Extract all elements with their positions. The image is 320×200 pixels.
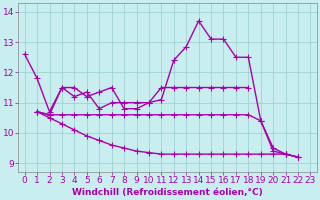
X-axis label: Windchill (Refroidissement éolien,°C): Windchill (Refroidissement éolien,°C) (72, 188, 263, 197)
